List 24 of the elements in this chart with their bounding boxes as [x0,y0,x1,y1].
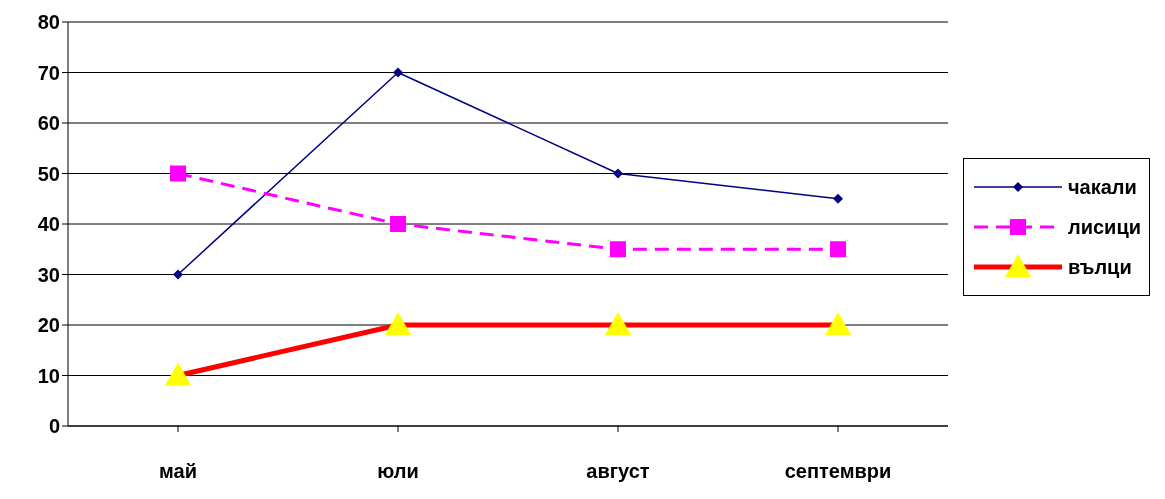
x-tick-label: май [159,460,197,483]
point [173,269,183,280]
x-tick-label: юли [377,460,419,483]
legend-label: лисици [1068,215,1142,239]
point [393,67,403,78]
y-tick-label: 50 [37,162,60,185]
x-tick-label: август [586,460,650,483]
point [170,165,186,182]
legend-label: вълци [1068,255,1132,279]
point [613,168,623,179]
y-tick-label: 30 [37,263,60,286]
x-tick-label: септември [784,460,892,483]
point [610,241,626,258]
legend-label: чакали [1068,175,1137,199]
y-tick-label: 40 [37,213,60,236]
y-tick-label: 80 [37,11,60,34]
y-tick-label: 20 [37,314,60,337]
y-tick-label: 60 [37,112,60,135]
point [390,216,406,232]
y-tick-label: 10 [37,364,60,387]
y-tick-label: 0 [48,415,60,438]
point [833,193,843,204]
y-tick-label: 70 [37,61,60,84]
point [830,241,846,258]
